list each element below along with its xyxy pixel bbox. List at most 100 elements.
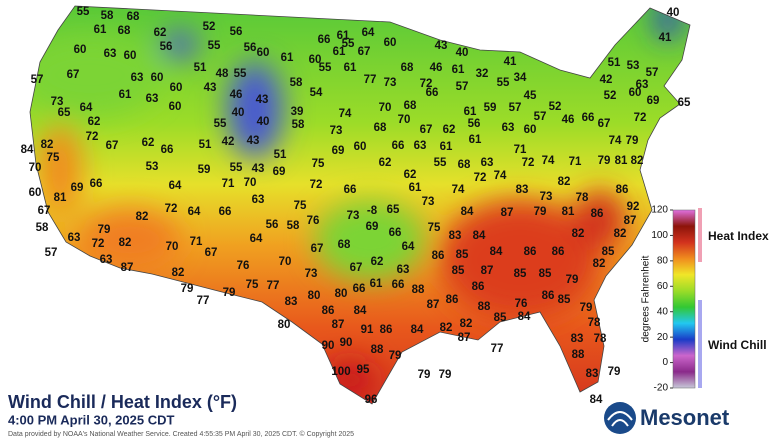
station-value: 83 [586,368,599,380]
station-value: 60 [629,87,642,99]
station-value: 42 [222,136,235,148]
station-value: 52 [549,101,562,113]
station-value: 79 [534,206,547,218]
station-value: 79 [181,283,194,295]
station-value: 66 [392,279,405,291]
station-value: 77 [197,295,210,307]
station-value: 74 [609,135,622,147]
station-value: 86 [552,246,565,258]
station-value: 75 [294,200,307,212]
station-value: 57 [534,111,547,123]
station-value: 71 [190,236,203,248]
station-value: 60 [309,54,322,66]
credit: Data provided by NOAA's National Weather… [8,430,354,438]
logo-text: Mesonet [640,405,730,430]
station-value: 80 [308,290,321,302]
station-value: 64 [250,233,263,245]
station-value: 73 [330,125,343,137]
station-value: 67 [106,140,119,152]
station-value: 78 [588,317,601,329]
station-value: 64 [80,102,93,114]
station-value: 85 [452,265,465,277]
station-value: 79 [580,302,593,314]
station-value: 84 [21,144,34,156]
station-value: 51 [199,139,212,151]
station-value: 58 [101,10,114,22]
station-value: 73 [347,210,360,222]
station-value: 60 [74,44,87,56]
station-value: 82 [136,211,149,223]
station-value: 66 [392,140,405,152]
station-value: 51 [608,57,621,69]
station-value: 52 [203,21,216,33]
station-value: 82 [440,322,453,334]
station-value: 70 [379,102,392,114]
station-value: 51 [194,62,207,74]
station-value: 86 [380,324,393,336]
station-value: 59 [484,102,497,114]
station-value: 70 [166,241,179,253]
station-value: 79 [598,155,611,167]
station-value: 66 [353,283,366,295]
station-value: 82 [572,228,585,240]
station-value: 59 [198,164,211,176]
station-value: 80 [278,319,291,331]
station-value: 57 [456,81,469,93]
station-value: 88 [412,284,425,296]
station-value: 72 [522,157,535,169]
colorbar-tick-label: 60 [657,281,669,292]
colorbar-tick-label: 0 [662,357,668,368]
station-value: 79 [223,287,236,299]
station-value: 86 [524,246,537,258]
station-value: 48 [216,68,229,80]
station-value: 62 [142,137,155,149]
station-value: 79 [98,224,111,236]
station-value: 77 [364,74,377,86]
station-value: 61 [469,134,482,146]
station-value: 67 [420,124,433,136]
station-value: 86 [542,290,555,302]
station-value: 63 [131,72,144,84]
station-value: 61 [281,52,294,64]
station-value: 62 [371,256,384,268]
station-value: 69 [647,95,660,107]
station-value: 56 [266,219,279,231]
station-value: 79 [626,135,639,147]
station-value: 61 [337,30,350,42]
colorbar: Heat Index Wind Chill degrees Fahrenheit… [641,205,769,394]
station-value: 62 [404,169,417,181]
station-value: 68 [458,159,471,171]
station-value: 58 [287,220,300,232]
station-value: 81 [615,155,628,167]
station-value: 72 [92,238,105,250]
station-value: 82 [614,228,627,240]
station-value: 43 [204,82,217,94]
station-value: 87 [624,215,637,227]
station-value: 70 [29,162,42,174]
station-value: 63 [104,48,117,60]
station-value: 75 [312,158,325,170]
station-value: 61 [464,106,477,118]
station-value: 85 [514,268,527,280]
station-value: 78 [594,333,607,345]
station-value: 74 [339,108,352,120]
station-value: 83 [285,296,298,308]
station-value: 60 [29,187,42,199]
station-value: 88 [478,301,491,313]
station-value: 82 [631,155,644,167]
station-value: 66 [344,184,357,196]
station-value: 57 [31,74,44,86]
station-value: 62 [379,157,392,169]
station-value: 92 [627,201,640,213]
station-value: 86 [322,305,335,317]
station-value: 79 [389,350,402,362]
heat-index-bracket [698,208,702,262]
title: Wind Chill / Heat Index (°F) [8,392,237,412]
station-value: 57 [45,247,58,259]
station-value: 57 [646,67,659,79]
station-value: 60 [151,72,164,84]
station-value: 90 [340,337,353,349]
station-value: 79 [608,366,621,378]
station-value: 64 [402,241,415,253]
station-value: 56 [468,118,481,130]
